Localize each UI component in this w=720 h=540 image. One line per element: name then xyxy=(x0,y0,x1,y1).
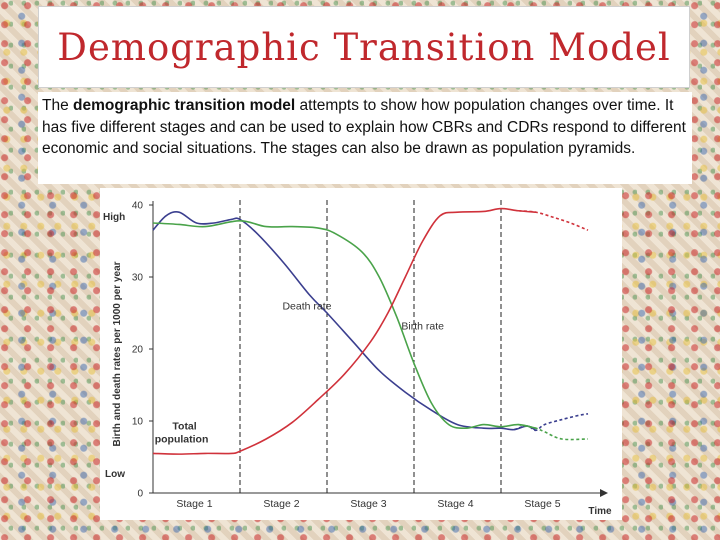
chart-panel: 0 10 20 30 40 High Low Birth and death rates pe… xyxy=(100,188,622,520)
stage-label: Stage 3 xyxy=(350,498,386,510)
y-axis-title: Birth and death rates per 1000 per year xyxy=(112,261,123,446)
x-axis-arrow xyxy=(600,489,608,497)
description-text-rest: attempts to show how population changes … xyxy=(42,97,686,157)
y-level-high-label: High xyxy=(103,212,125,223)
description-box: The demographic transition model attempt… xyxy=(38,92,692,184)
birth-rate-line-dashed-projection xyxy=(518,423,589,441)
death-rate-line-dashed-projection xyxy=(513,413,589,432)
stage-label: Stage 5 xyxy=(524,498,560,510)
title-box: Demographic Transition Model xyxy=(38,6,690,88)
description-text-start: The xyxy=(42,97,74,114)
stage-label: Stage 1 xyxy=(176,498,212,510)
y-tick-label: 40 xyxy=(132,201,144,212)
total-population-line xyxy=(152,207,536,455)
y-tick-label: 10 xyxy=(132,417,144,428)
death-rate-annotation: Death rate xyxy=(282,300,331,312)
description-bold-term: demographic transition model xyxy=(73,97,296,114)
demographic-transition-chart: 0 10 20 30 40 High Low Birth and death rates pe… xyxy=(103,200,612,517)
stage-label: Stage 4 xyxy=(437,498,473,510)
stage-label: Stage 2 xyxy=(263,498,299,510)
x-axis-title: Time xyxy=(588,506,612,517)
page-title: Demographic Transition Model xyxy=(57,25,671,69)
birth-rate-line xyxy=(152,220,536,430)
total-population-annotation-line2: population xyxy=(155,434,209,446)
y-tick-label: 20 xyxy=(132,345,144,356)
total-population-annotation-line1: Total xyxy=(172,421,196,433)
birth-rate-annotation: Birth rate xyxy=(401,321,444,333)
y-level-low-label: Low xyxy=(105,469,125,480)
death-rate-line xyxy=(152,211,537,432)
y-tick-label: 0 xyxy=(137,489,143,500)
y-tick-label: 30 xyxy=(132,273,144,284)
total-population-line-dashed-projection xyxy=(518,209,589,231)
